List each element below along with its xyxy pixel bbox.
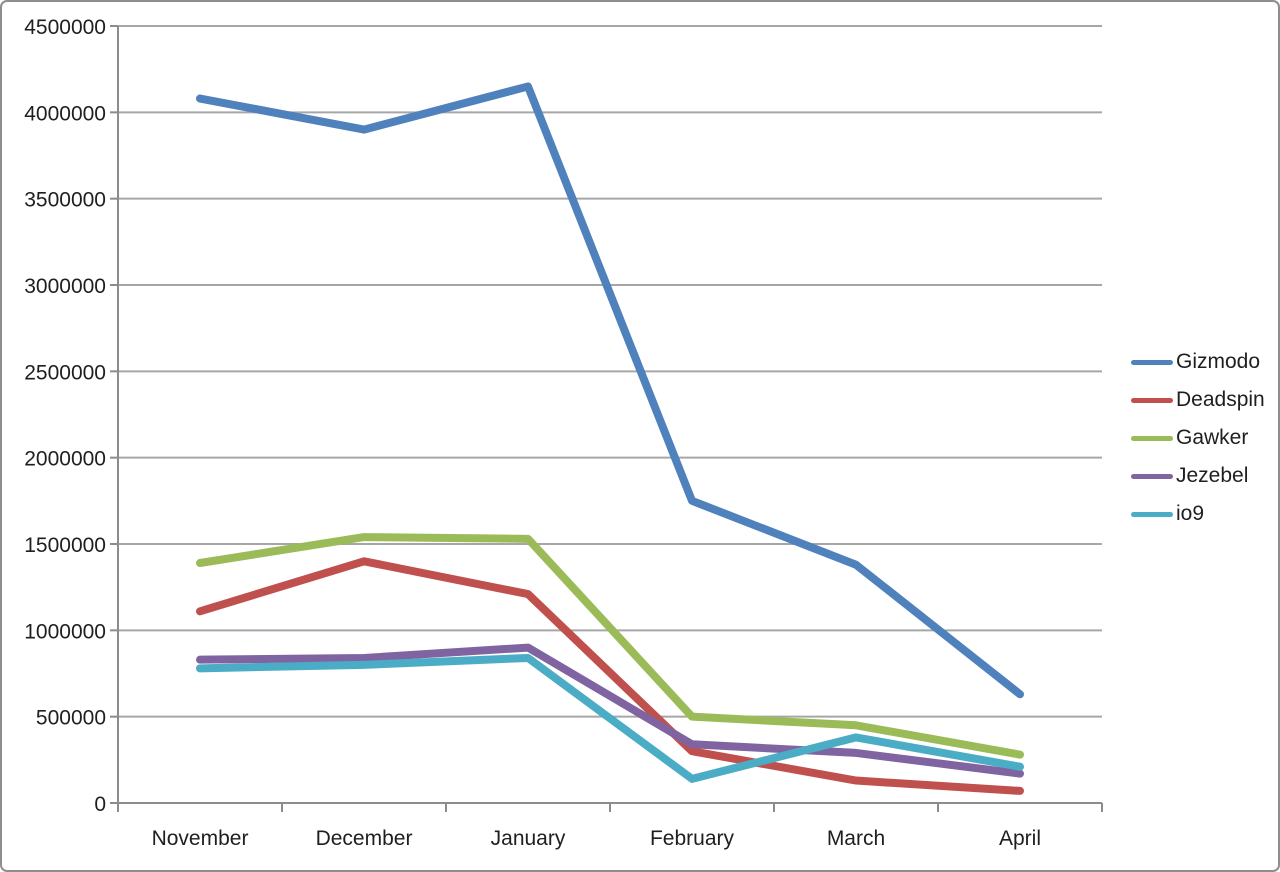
y-tick-label: 1000000 [24,620,106,643]
legend-item-gizmodo: Gizmodo [1131,343,1265,381]
y-tick-label: 1500000 [24,534,106,557]
series-line-gizmodo [196,82,1024,699]
x-tick-label: February [650,827,735,850]
legend-swatch-jezebel [1131,473,1173,479]
legend-item-deadspin: Deadspin [1131,381,1265,419]
x-tick-label: March [827,827,885,850]
y-tick-label: 3000000 [24,275,106,298]
legend-swatch-gizmodo [1131,359,1173,365]
y-tick-label: 0 [94,793,106,816]
legend-item-jezebel: Jezebel [1131,457,1265,495]
legend-swatch-io9 [1131,511,1173,517]
series-line-io9 [196,653,1024,783]
y-tick-label: 3500000 [24,189,106,212]
legend-label-gawker: Gawker [1176,426,1249,449]
series-line-gawker [196,533,1024,759]
series-line-jezebel [196,643,1024,778]
legend-label-deadspin: Deadspin [1176,388,1265,411]
x-tick-label: January [491,827,566,850]
legend-label-io9: io9 [1176,502,1205,525]
y-tick-label: 2500000 [24,361,106,384]
legend-item-io9: io9 [1131,495,1265,533]
y-tick-label: 500000 [36,707,106,730]
legend-item-gawker: Gawker [1131,419,1265,457]
y-tick-label: 4500000 [24,16,106,39]
x-tick-label: April [999,827,1041,850]
legend-label-jezebel: Jezebel [1176,464,1249,487]
y-tick-label: 4000000 [24,102,106,125]
series-line-deadspin [196,557,1024,795]
y-tick-label: 2000000 [24,448,106,471]
x-tick-label: December [316,827,413,850]
chart-legend: Gizmodo Deadspin Gawker Jezebel io9 [1131,343,1265,533]
legend-label-gizmodo: Gizmodo [1176,350,1261,373]
x-tick-label: November [152,827,249,850]
legend-swatch-deadspin [1131,397,1173,403]
legend-swatch-gawker [1131,435,1173,441]
